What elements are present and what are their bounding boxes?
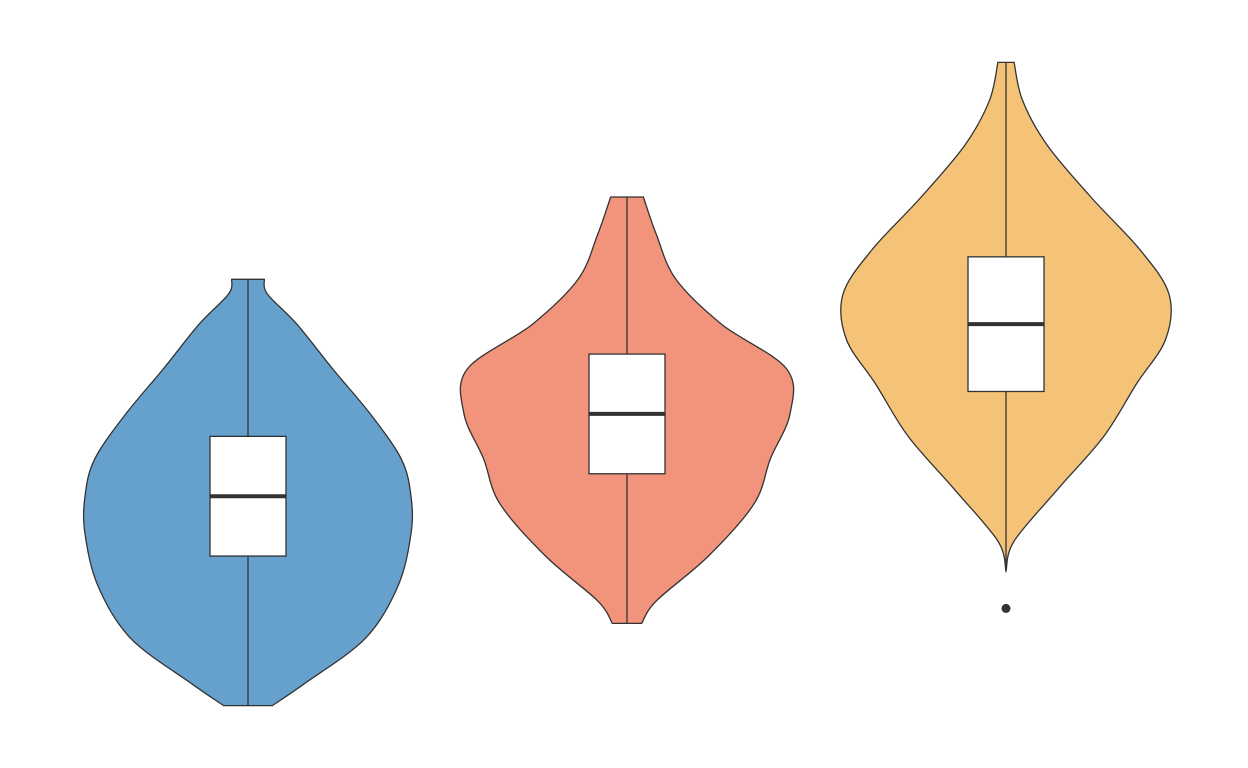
outlier-point-3-1	[1001, 603, 1011, 613]
violin-group-2	[459, 196, 795, 625]
violin-group-1	[82, 278, 414, 707]
violin-group-3	[840, 61, 1172, 613]
